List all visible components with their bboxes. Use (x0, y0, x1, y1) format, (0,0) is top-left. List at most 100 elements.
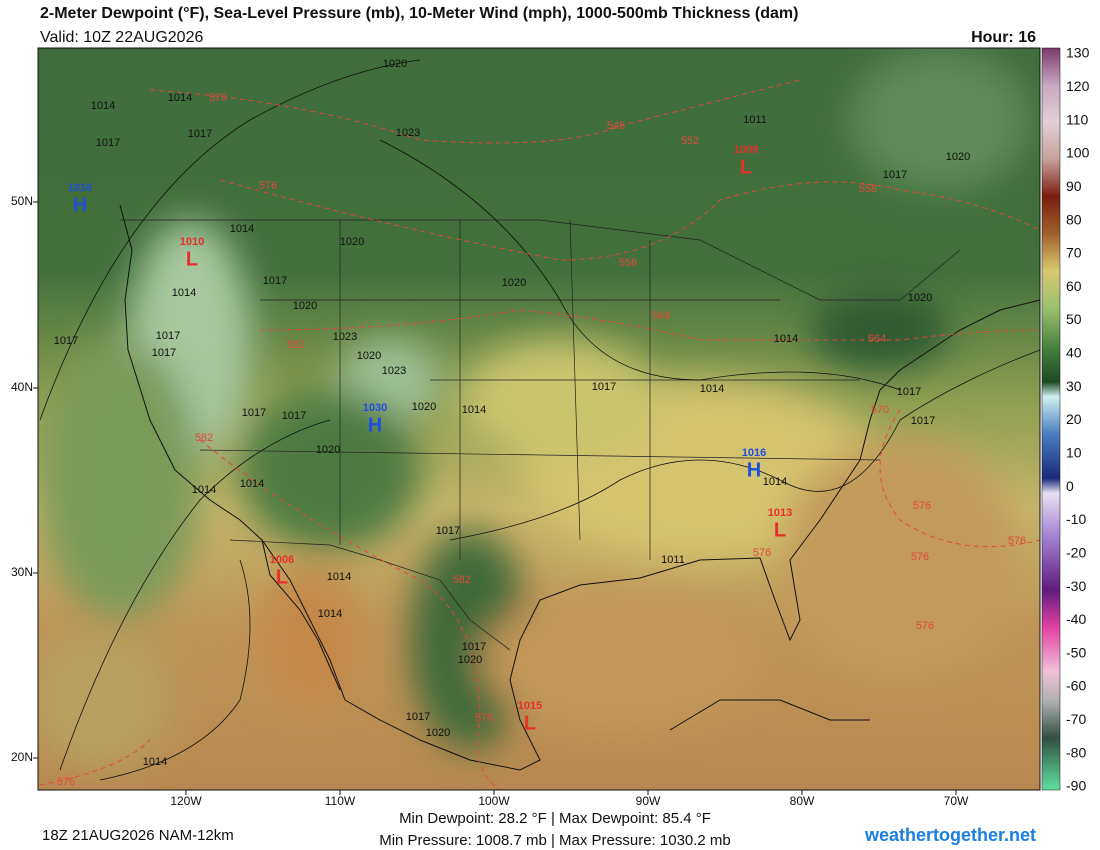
colorbar-tick-label: -20 (1066, 544, 1086, 560)
dewpoint-stats: Min Dewpoint: 28.2 °F | Max Dewpoint: 85… (399, 810, 711, 827)
colorbar (1041, 47, 1061, 791)
lat-label: 30N (11, 565, 33, 579)
thickness-label: 552 (681, 135, 699, 147)
thickness-label: 570 (209, 92, 227, 104)
isobar-label: 1017 (436, 525, 460, 537)
coastlines (119, 204, 1040, 771)
pressure-stats: Min Pressure: 1008.7 mb | Max Pressure: … (379, 832, 731, 849)
isobar-label: 1017 (54, 335, 78, 347)
isobar-label: 1014 (168, 92, 192, 104)
isobar-label: 1017 (897, 386, 921, 398)
lon-label: 100W (478, 794, 510, 808)
isobar-label: 1017 (96, 137, 120, 149)
lat-label: 20N (11, 750, 33, 764)
isobar-label: 1014 (91, 100, 115, 112)
thickness-label: 582 (453, 574, 471, 586)
colorbar-tick-label: -70 (1066, 711, 1086, 727)
pressure-center-value: 1016 (742, 447, 766, 459)
isobar-label: 1011 (661, 554, 685, 566)
isobar-label: 1020 (946, 151, 970, 163)
us-mexico-border (229, 539, 511, 651)
isobar-label: 1014 (143, 756, 167, 768)
colorbar-tick-label: -90 (1066, 778, 1086, 794)
isobar-label: 1014 (763, 476, 787, 488)
thickness-label: 564 (868, 333, 886, 345)
colorbar-tick-label: 50 (1066, 311, 1082, 327)
colorbar-tick-label: 20 (1066, 411, 1082, 427)
colorbar-tick-label: 110 (1066, 111, 1089, 127)
isobar-label: 1014 (327, 571, 351, 583)
thickness-label: 576 (753, 547, 771, 559)
colorbar-tick-label: 100 (1066, 145, 1090, 161)
colorbar-tick-label: -50 (1066, 644, 1086, 660)
gulf-east-coast (344, 299, 1040, 771)
isobar-label: 1020 (293, 300, 317, 312)
isobar-label: 1020 (316, 444, 340, 456)
colorbar-tick-label: -60 (1066, 678, 1086, 694)
colorbar-tick-label: -30 (1066, 578, 1086, 594)
pressure-center-letter: L (740, 156, 752, 178)
thickness-label: 576 (916, 620, 934, 632)
pressure-center-letter: L (186, 248, 198, 270)
isobar (379, 139, 901, 391)
thickness-label: 546 (607, 120, 625, 132)
isobar-label: 1023 (382, 365, 406, 377)
colorbar-tick-label: 60 (1066, 278, 1082, 294)
pressure-center-letter: H (747, 459, 761, 481)
dewpoint-field (38, 50, 1030, 770)
pressure-center-value: 1016 (68, 182, 92, 194)
thickness-label: 558 (859, 183, 877, 195)
borders (120, 219, 961, 651)
colorbar-tick-label: -10 (1066, 511, 1086, 527)
map-labels: 1020 1014 1014 1017 1017 1023 1011 1020 1017 1014… (54, 58, 1026, 788)
colorbar-tick-label: 70 (1066, 245, 1082, 261)
colorbar-tick-label: 130 (1066, 45, 1090, 61)
pressure-center-letter: L (524, 712, 536, 734)
pressure-center-value: 1015 (518, 700, 542, 712)
isobar-label: 1020 (357, 350, 381, 362)
isobar-label: 1017 (282, 410, 306, 422)
isobar-label: 1014 (700, 383, 724, 395)
lon-label: 90W (636, 794, 661, 808)
model-run: 18Z 21AUG2026 NAM-12km (42, 827, 234, 844)
thickness-line (259, 309, 1040, 341)
cuba (669, 699, 870, 731)
isobar-label: 1017 (883, 169, 907, 181)
pressure-center-value: 1013 (768, 507, 792, 519)
lon-label: 110W (325, 794, 356, 808)
thickness-line (199, 439, 501, 790)
us-canada-border (120, 219, 961, 301)
isobar (99, 559, 251, 781)
lon-label: 80W (790, 794, 815, 808)
site-brand: weathertogether.net (864, 825, 1036, 845)
colorbar-tick-label: -80 (1066, 744, 1086, 760)
isobar-label: 1017 (592, 381, 616, 393)
pressure-center-letter: H (368, 414, 382, 436)
isobar-label: 1014 (230, 223, 254, 235)
isobar-label: 1023 (396, 127, 420, 139)
title: 2-Meter Dewpoint (°F), Sea-Level Pressur… (40, 5, 798, 22)
isobars (39, 59, 1040, 781)
west-coast (119, 204, 346, 701)
isobar-label: 1017 (263, 275, 287, 287)
colorbar-tick-label: 30 (1066, 378, 1082, 394)
colorbar-tick-label: -40 (1066, 611, 1086, 627)
isobar (59, 419, 331, 771)
isobar-label: 1020 (458, 654, 482, 666)
lat-label: 50N (11, 194, 33, 208)
thickness-line (219, 179, 1040, 261)
thickness-label: 576 (911, 551, 929, 563)
lat-label: 40N (11, 380, 33, 394)
state-lines (199, 219, 881, 560)
thickness-label: 558 (619, 257, 637, 269)
thickness-label: 576 (57, 776, 75, 788)
isobar-label: 1020 (383, 58, 407, 70)
colorbar-tick-label: 120 (1066, 78, 1090, 94)
isobar-label: 1020 (502, 277, 526, 289)
isobar-label: 1014 (172, 287, 196, 299)
forecast-hour: Hour: 16 (971, 29, 1036, 46)
pressure-center-letter: H (73, 194, 87, 216)
isobar-label: 1014 (192, 484, 216, 496)
